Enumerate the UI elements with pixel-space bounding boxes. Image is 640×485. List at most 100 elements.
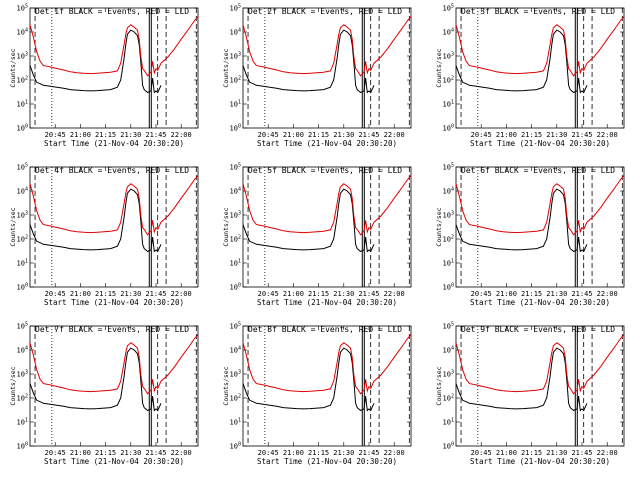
y-tick-exponent: 0 xyxy=(25,124,28,130)
y-tick-exponent: 5 xyxy=(238,322,241,328)
y-tick-exponent: 3 xyxy=(451,211,454,217)
y-tick-label: 105 xyxy=(230,163,241,172)
plot-frame xyxy=(455,166,625,288)
y-tick-label: 104 xyxy=(443,346,454,355)
y-tick-label: 102 xyxy=(230,76,241,85)
y-tick-label: 104 xyxy=(443,28,454,37)
x-tick-label: 22:00 xyxy=(171,290,192,298)
series-line-lld xyxy=(455,333,625,395)
plot-frame xyxy=(29,166,199,288)
x-tick-label: 21:00 xyxy=(70,290,91,298)
x-tick-label: 21:15 xyxy=(308,449,329,457)
plot-frame xyxy=(242,166,412,288)
y-tick-label: 100 xyxy=(230,124,241,133)
x-tick-label: 21:30 xyxy=(120,131,141,139)
y-tick-exponent: 5 xyxy=(451,4,454,10)
series-line-lld xyxy=(242,333,412,395)
x-tick-label: 20:45 xyxy=(471,131,492,139)
y-tick-exponent: 3 xyxy=(238,52,241,58)
y-tick-exponent: 0 xyxy=(451,283,454,289)
chart-panel-8f: Det 8f BLACK = Events, RED = LLD10010110… xyxy=(222,322,412,466)
x-tick-label: 21:15 xyxy=(95,131,116,139)
x-tick-label: 22:00 xyxy=(597,449,618,457)
y-tick-label: 100 xyxy=(443,442,454,451)
y-axis-label: Counts/sec xyxy=(9,207,17,246)
y-tick-exponent: 1 xyxy=(238,100,241,106)
plot-frame xyxy=(455,325,625,447)
chart-panel-4f: Det 4f BLACK = Events, RED = LLD 100 101 10… xyxy=(9,163,199,307)
y-tick-label: 105 xyxy=(17,322,28,331)
y-tick-label: 102 xyxy=(230,235,241,244)
y-tick-label: 102 xyxy=(17,235,28,244)
chart-panel-5f: Det 5f BLACK = Events, RED = LLD10010110… xyxy=(222,163,412,307)
x-tick-label: 21:00 xyxy=(283,131,304,139)
x-tick-label: 21:30 xyxy=(333,449,354,457)
y-tick-label: 101 xyxy=(17,418,28,427)
y-tick-exponent: 4 xyxy=(25,346,28,352)
y-tick-label: 102 xyxy=(443,394,454,403)
y-tick-exponent: 5 xyxy=(25,322,28,328)
y-tick-label: 100 xyxy=(17,283,28,292)
series-line-events xyxy=(29,188,162,253)
x-axis-label: Start Time (21-Nov-04 20:30:20) xyxy=(257,457,397,466)
x-tick-label: 21:30 xyxy=(546,290,567,298)
x-tick-label: 21:30 xyxy=(120,449,141,457)
x-tick-label: 22:00 xyxy=(597,131,618,139)
chart-title: Det 9f BLACK = Events, RED = LLD xyxy=(461,325,615,334)
x-tick-label: 21:00 xyxy=(496,131,517,139)
y-tick-label: 105 xyxy=(443,322,454,331)
y-tick-label: 102 xyxy=(17,76,28,85)
plot-frame xyxy=(29,325,199,447)
x-tick-label: 21:45 xyxy=(571,290,592,298)
y-axis-label: Counts/sec xyxy=(222,366,230,405)
y-tick-exponent: 2 xyxy=(25,76,28,82)
y-tick-exponent: 2 xyxy=(238,394,241,400)
x-tick-label: 21:45 xyxy=(571,449,592,457)
y-tick-exponent: 1 xyxy=(238,418,241,424)
x-axis-label: Start Time (21-Nov-04 20:30:20) xyxy=(44,298,184,307)
y-tick-label: 104 xyxy=(17,187,28,196)
y-tick-exponent: 0 xyxy=(25,283,28,289)
x-tick-label: 21:30 xyxy=(120,290,141,298)
y-tick-label: 103 xyxy=(443,52,454,61)
x-tick-label: 21:15 xyxy=(521,449,542,457)
y-tick-label: 101 xyxy=(230,259,241,268)
x-tick-label: 20:45 xyxy=(258,131,279,139)
chart-title: Det 4f BLACK = Events, RED = LLD xyxy=(35,166,189,175)
y-tick-label: 101 xyxy=(443,259,454,268)
y-tick-label: 105 xyxy=(230,322,241,331)
x-axis-label: Start Time (21-Nov-04 20:30:20) xyxy=(44,457,184,466)
y-tick-label: 104 xyxy=(17,28,28,37)
x-tick-label: 21:45 xyxy=(358,449,379,457)
y-tick-label: 100 xyxy=(17,124,28,133)
y-tick-exponent: 3 xyxy=(25,52,28,58)
y-tick-exponent: 1 xyxy=(451,100,454,106)
x-tick-label: 20:45 xyxy=(471,449,492,457)
y-tick-exponent: 3 xyxy=(238,370,241,376)
y-tick-label: 101 xyxy=(17,259,28,268)
plot-frame xyxy=(242,325,412,447)
x-tick-label: 22:00 xyxy=(597,290,618,298)
y-tick-label: 103 xyxy=(17,52,28,61)
y-axis-label: Counts/sec xyxy=(435,207,443,246)
x-tick-label: 21:00 xyxy=(496,290,517,298)
x-tick-label: 22:00 xyxy=(384,290,405,298)
x-tick-label: 21:00 xyxy=(496,449,517,457)
y-tick-label: 101 xyxy=(230,418,241,427)
y-tick-label: 104 xyxy=(230,28,241,37)
x-tick-label: 21:15 xyxy=(308,131,329,139)
x-tick-label: 21:00 xyxy=(70,131,91,139)
x-tick-label: 20:45 xyxy=(471,290,492,298)
x-tick-label: 20:45 xyxy=(258,449,279,457)
y-tick-exponent: 4 xyxy=(25,187,28,193)
series-line-lld xyxy=(242,15,412,77)
chart-title: Det 2f BLACK = Events, RED = LLD xyxy=(248,7,402,16)
x-tick-label: 21:30 xyxy=(546,449,567,457)
y-axis-label: Counts/sec xyxy=(435,366,443,405)
series-line-events xyxy=(455,347,588,412)
x-tick-label: 21:00 xyxy=(283,449,304,457)
chart-title: Det 6f BLACK = Events, RED = LLD xyxy=(461,166,615,175)
y-tick-label: 102 xyxy=(17,394,28,403)
x-tick-label: 21:45 xyxy=(145,449,166,457)
